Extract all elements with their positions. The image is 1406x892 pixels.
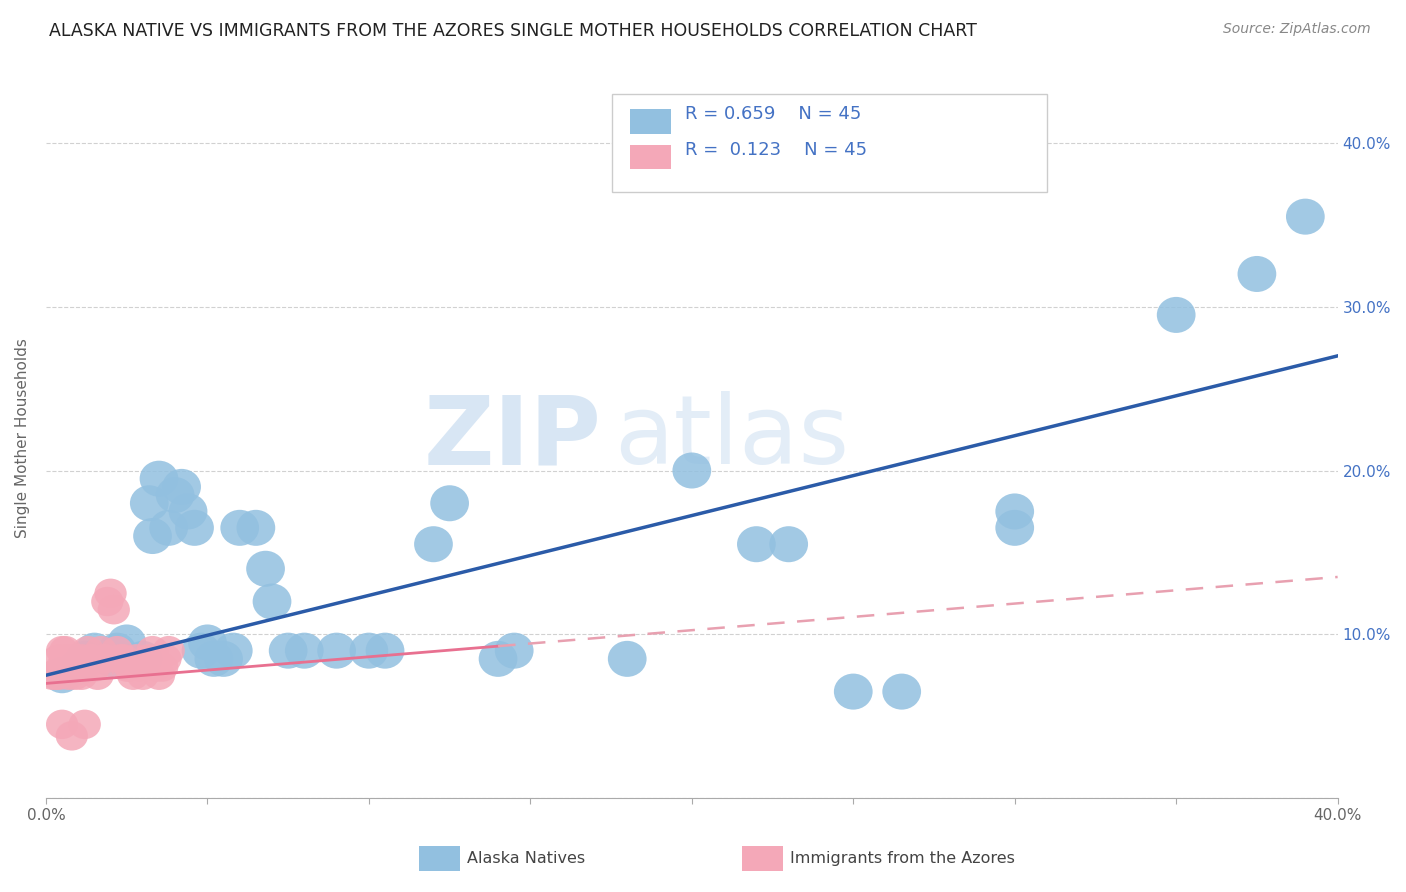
Ellipse shape [52,660,84,690]
Ellipse shape [46,710,79,739]
Ellipse shape [94,579,127,608]
Ellipse shape [478,640,517,677]
Ellipse shape [269,632,308,669]
Ellipse shape [59,644,91,673]
Ellipse shape [737,526,776,562]
Ellipse shape [65,640,104,677]
Ellipse shape [69,710,101,739]
Ellipse shape [1157,297,1195,333]
Ellipse shape [65,660,97,690]
Ellipse shape [246,550,285,587]
Text: ZIP: ZIP [423,392,602,484]
Ellipse shape [430,485,470,521]
Ellipse shape [194,640,233,677]
Ellipse shape [672,452,711,489]
Ellipse shape [62,652,94,681]
Ellipse shape [162,469,201,505]
Ellipse shape [56,652,89,681]
Ellipse shape [121,644,152,673]
Ellipse shape [42,660,75,690]
Ellipse shape [204,640,243,677]
Text: Immigrants from the Azores: Immigrants from the Azores [790,852,1015,866]
Ellipse shape [214,632,253,669]
Ellipse shape [834,673,873,710]
Ellipse shape [79,652,111,681]
Ellipse shape [82,660,114,690]
Ellipse shape [139,652,172,681]
Ellipse shape [769,526,808,562]
Ellipse shape [176,510,214,546]
Ellipse shape [56,721,89,750]
Ellipse shape [89,644,121,673]
Text: Alaska Natives: Alaska Natives [467,852,585,866]
Text: R =  0.123    N = 45: R = 0.123 N = 45 [685,141,868,159]
Ellipse shape [46,652,79,681]
Ellipse shape [146,652,179,681]
Ellipse shape [42,657,82,693]
Ellipse shape [134,518,172,554]
Ellipse shape [995,493,1033,530]
Text: ALASKA NATIVE VS IMMIGRANTS FROM THE AZORES SINGLE MOTHER HOUSEHOLDS CORRELATION: ALASKA NATIVE VS IMMIGRANTS FROM THE AZO… [49,22,977,40]
Ellipse shape [39,660,72,690]
Ellipse shape [69,652,101,681]
Ellipse shape [91,640,129,677]
Ellipse shape [285,632,323,669]
Ellipse shape [136,636,169,665]
Ellipse shape [495,632,533,669]
Ellipse shape [253,583,291,620]
Ellipse shape [143,660,176,690]
Text: R = 0.659    N = 45: R = 0.659 N = 45 [685,105,860,123]
Ellipse shape [129,485,169,521]
Ellipse shape [134,644,166,673]
Ellipse shape [221,510,259,546]
Ellipse shape [127,660,159,690]
Ellipse shape [366,632,405,669]
Ellipse shape [104,644,136,673]
Ellipse shape [52,644,84,673]
Ellipse shape [107,644,139,673]
Ellipse shape [91,587,124,616]
Ellipse shape [124,640,162,677]
Ellipse shape [75,632,114,669]
Ellipse shape [42,644,75,673]
Ellipse shape [415,526,453,562]
Ellipse shape [1286,199,1324,235]
Ellipse shape [101,636,134,665]
Ellipse shape [97,595,129,624]
Ellipse shape [152,636,184,665]
Ellipse shape [46,636,79,665]
Ellipse shape [117,660,149,690]
Ellipse shape [995,510,1033,546]
Ellipse shape [49,652,82,681]
Ellipse shape [181,632,221,669]
Y-axis label: Single Mother Households: Single Mother Households [15,338,30,538]
Ellipse shape [350,632,388,669]
Ellipse shape [84,636,117,665]
Ellipse shape [49,636,82,665]
Ellipse shape [318,632,356,669]
Ellipse shape [169,493,208,530]
Ellipse shape [65,644,97,673]
Ellipse shape [149,510,188,546]
Ellipse shape [124,652,156,681]
Ellipse shape [1237,256,1277,292]
Ellipse shape [72,636,104,665]
Ellipse shape [236,510,276,546]
Ellipse shape [59,649,97,685]
Ellipse shape [607,640,647,677]
Ellipse shape [149,644,181,673]
Ellipse shape [111,652,143,681]
Ellipse shape [883,673,921,710]
Text: atlas: atlas [614,392,849,484]
Ellipse shape [107,624,146,660]
Ellipse shape [75,644,107,673]
Text: Source: ZipAtlas.com: Source: ZipAtlas.com [1223,22,1371,37]
Ellipse shape [97,632,136,669]
Ellipse shape [59,660,91,690]
Ellipse shape [37,660,69,690]
Ellipse shape [139,460,179,497]
Ellipse shape [114,652,146,681]
Ellipse shape [188,624,226,660]
Ellipse shape [156,477,194,513]
